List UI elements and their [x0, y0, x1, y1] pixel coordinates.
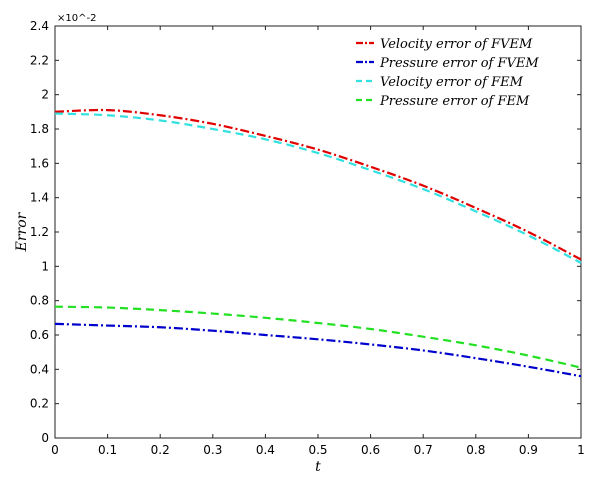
x-tick-label: 0.2 [151, 443, 170, 457]
x-tick-label: 0.3 [203, 443, 222, 457]
y-tick-label: 1.6 [30, 156, 49, 170]
x-tick-label: 0.8 [466, 443, 485, 457]
y-tick-label: 0.6 [30, 328, 49, 342]
y-tick-label: 0.4 [30, 362, 49, 376]
y-tick-label: 1.4 [30, 191, 49, 205]
x-tick-label: 0.9 [519, 443, 538, 457]
y-tick-label: 2.4 [30, 19, 49, 33]
y-tick-label: 1.8 [30, 122, 49, 136]
x-tick-label: 0.1 [98, 443, 117, 457]
y-tick-label: 0 [41, 431, 49, 445]
series-line-2 [54, 322, 582, 378]
x-tick-label: 0.7 [414, 443, 433, 457]
y-tick-label: 1.2 [30, 225, 49, 239]
y-axis-title: Error [14, 211, 30, 252]
y-tick-label: 2.2 [30, 53, 49, 67]
y-exponent-label: ×10^-2 [57, 13, 96, 24]
legend-label: Velocity error of FEM [380, 75, 524, 90]
x-tick-label: 1 [577, 443, 585, 457]
y-tick-label: 0.2 [30, 397, 49, 411]
legend-label: Pressure error of FEM [379, 94, 530, 109]
axis-ticks: 0 0.1 0.2 0.3 0.4 0.5 0.6 0.7 0.8 0.9 1 0 0.2 0.4 0.6 0… [30, 19, 585, 457]
plot-area [54, 25, 582, 439]
series-line-4 [54, 305, 582, 369]
legend-label: Pressure error of FVEM [379, 56, 539, 71]
series-line-1 [54, 108, 582, 261]
legend-label: Velocity error of FVEM [380, 37, 533, 52]
series-line-3 [54, 112, 582, 264]
y-tick-label: 1 [41, 259, 49, 273]
legend: Velocity error of FVEM Pressure error of … [356, 37, 539, 109]
x-tick-label: 0 [51, 443, 59, 457]
x-tick-label: 0.5 [308, 443, 327, 457]
x-tick-label: 0.6 [361, 443, 380, 457]
x-axis-title: t [315, 459, 321, 475]
y-tick-label: 0.8 [30, 294, 49, 308]
x-tick-label: 0.4 [256, 443, 275, 457]
series-lines [54, 108, 582, 378]
y-tick-label: 2 [41, 88, 49, 102]
